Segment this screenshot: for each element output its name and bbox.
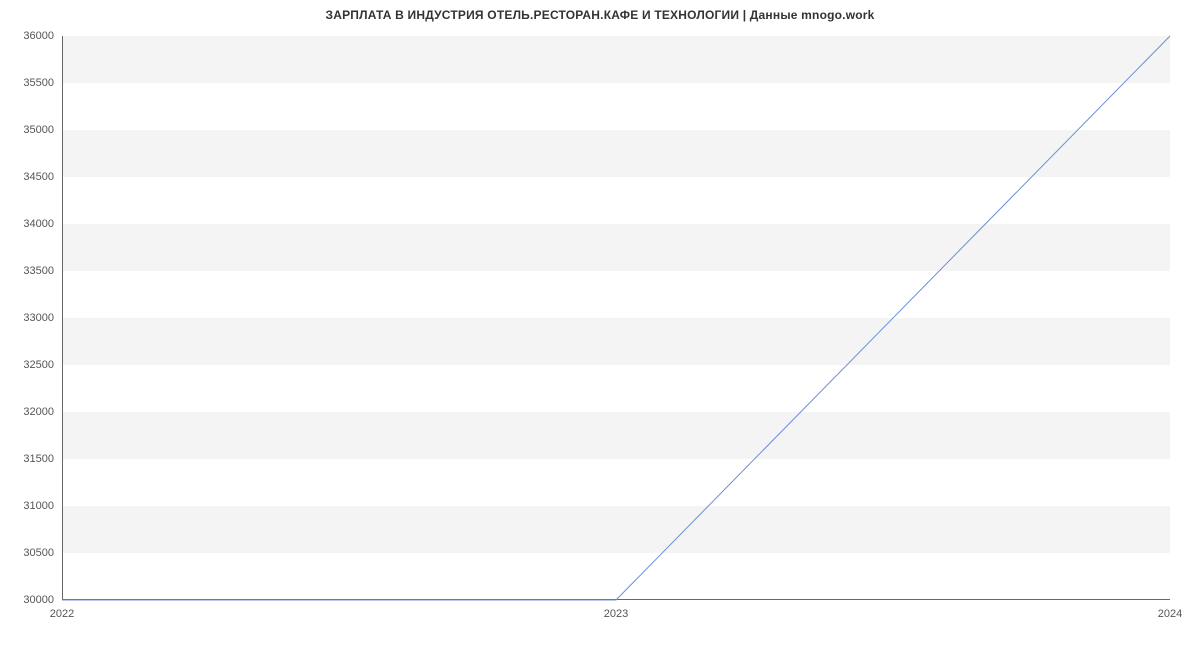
y-tick-label: 30500 (23, 547, 54, 559)
series-line-salary (62, 36, 1170, 600)
y-tick-label: 33000 (23, 312, 54, 324)
y-tick-label: 30000 (23, 594, 54, 606)
y-tick-label: 34500 (23, 171, 54, 183)
line-layer (62, 36, 1170, 600)
y-tick-label: 36000 (23, 30, 54, 42)
salary-line-chart: ЗАРПЛАТА В ИНДУСТРИЯ ОТЕЛЬ.РЕСТОРАН.КАФЕ… (0, 0, 1200, 650)
y-tick-label: 33500 (23, 265, 54, 277)
x-tick-label: 2024 (1158, 608, 1182, 620)
plot-area: 3000030500310003150032000325003300033500… (62, 36, 1170, 600)
y-tick-label: 31500 (23, 453, 54, 465)
y-tick-label: 34000 (23, 218, 54, 230)
chart-title: ЗАРПЛАТА В ИНДУСТРИЯ ОТЕЛЬ.РЕСТОРАН.КАФЕ… (0, 8, 1200, 22)
x-tick-label: 2023 (604, 608, 628, 620)
y-tick-label: 31000 (23, 500, 54, 512)
y-tick-label: 35000 (23, 124, 54, 136)
y-tick-label: 32000 (23, 406, 54, 418)
y-tick-label: 32500 (23, 359, 54, 371)
y-tick-label: 35500 (23, 77, 54, 89)
x-tick-label: 2022 (50, 608, 74, 620)
